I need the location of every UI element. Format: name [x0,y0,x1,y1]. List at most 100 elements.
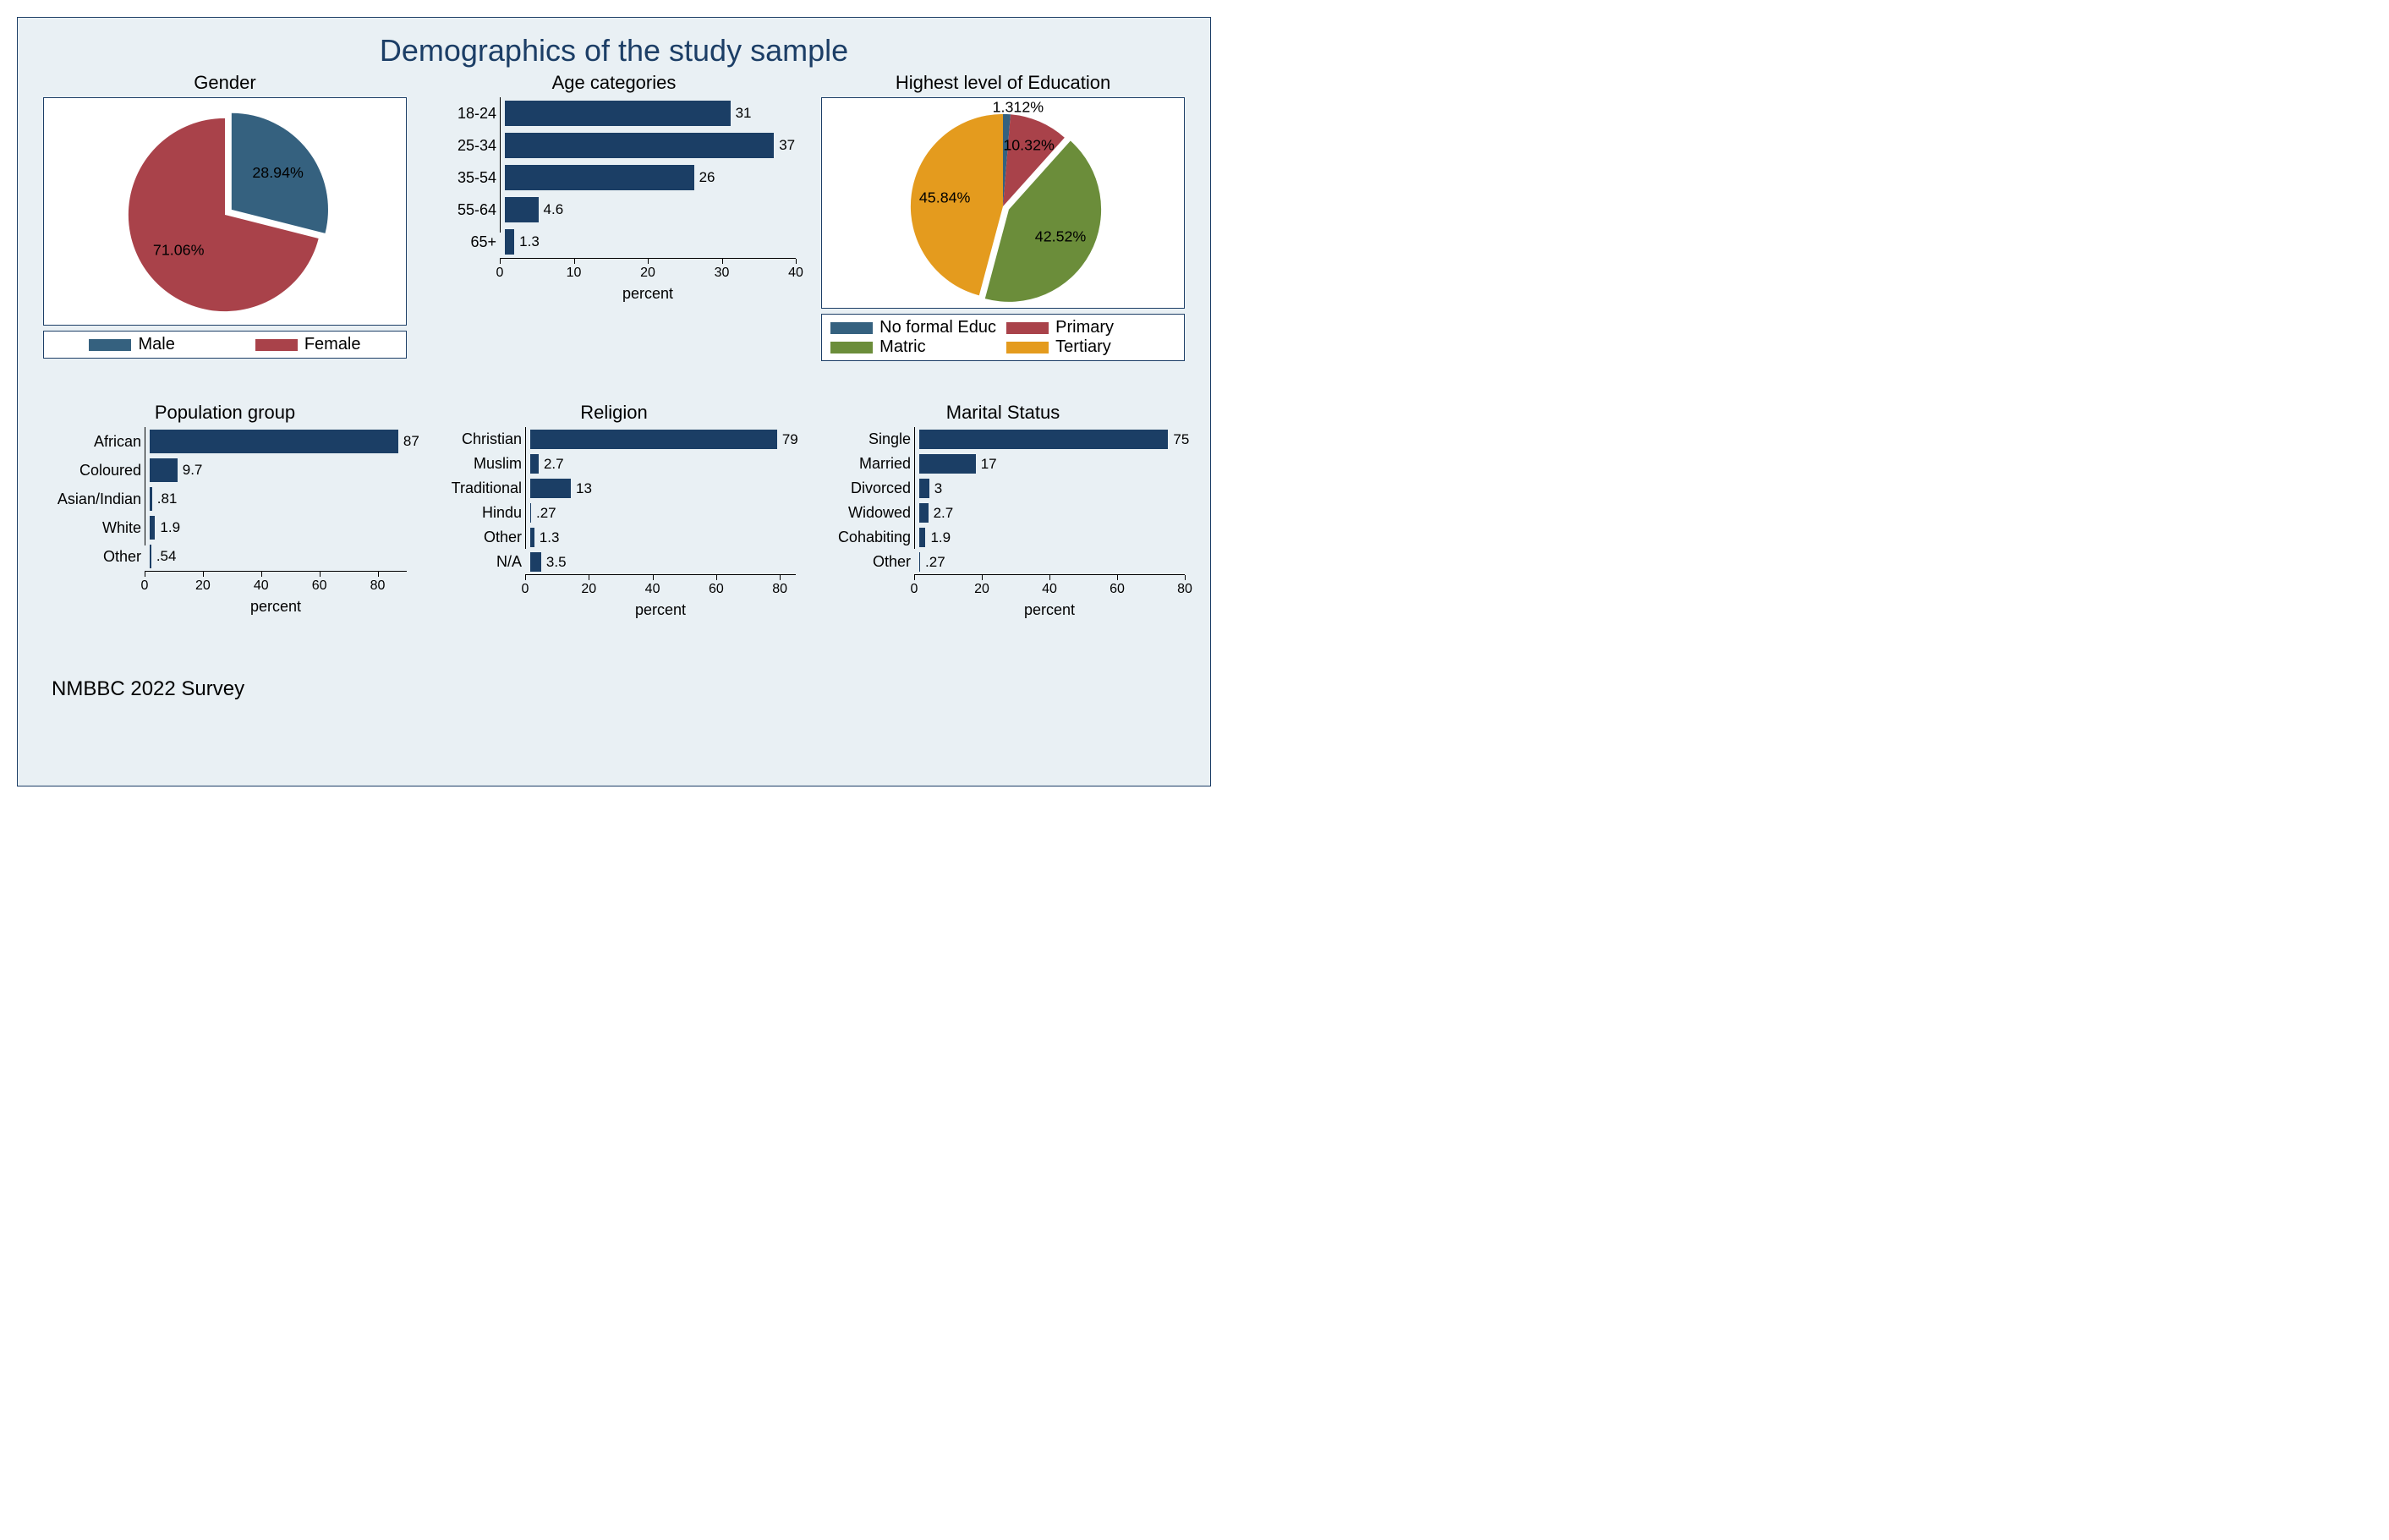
hbar-track: 1.9 [919,525,1185,550]
hbar-row: Coloured 9.7 [43,456,407,485]
hbar-row: Divorced3 [821,476,1185,501]
hbar-row: Cohabiting 1.9 [821,525,1185,550]
legend-item: Female [255,335,361,354]
hbar-row: Christian79 [432,427,796,452]
hbar-category-label: Married [821,455,914,473]
hbar-track: 1.9 [150,513,407,542]
axis-tick-label: 60 [312,578,327,594]
hbar-value-label: 87 [403,433,419,450]
hbar-row: 35-54 26 [432,162,796,194]
hbar-value-label: .27 [536,505,556,522]
pie-slice-label: 42.52% [1035,228,1087,245]
hbar-category-label: Single [821,430,914,448]
hbar-track: 37 [505,129,796,162]
hbar-bar [919,503,929,523]
hbar-value-label: 1.3 [519,233,540,250]
axis-tick-label: 40 [254,578,269,594]
hbar-value-label: 26 [699,169,715,186]
hbar-value-label: 31 [736,105,752,122]
hbar-row: 25-3437 [432,129,796,162]
hbar-bar [505,133,774,158]
hbar-track: .54 [150,542,407,571]
hbar-bar [530,503,531,523]
hbar-bar [530,479,571,498]
religion-hbar-chart: Christian79Muslim2.7Traditional13Hindu.2… [432,427,796,619]
hbar-row: 18-24 31 [432,97,796,129]
panel-marital: Marital Status Single75Married17Divorced… [821,402,1185,664]
hbar-category-label: White [43,519,145,537]
axis-tick [716,575,717,580]
hbar-category-label: 65+ [432,233,500,251]
hbar-value-label: 3.5 [546,554,567,571]
axis-tick-label: 40 [788,266,803,281]
legend-label: Female [304,335,361,354]
axis-tick-label: 80 [370,578,386,594]
figure-footer: NMBBC 2022 Survey [52,677,1193,701]
axis-tick-label: 0 [496,266,504,281]
axis-tick-label: 80 [1177,582,1192,597]
x-axis: 020406080 [525,574,796,600]
x-axis: 020406080 [914,574,1185,600]
hbar-track: 3.5 [530,550,796,574]
axis-tick [500,259,501,264]
hbar-bar [505,165,694,190]
hbar-category-label: Traditional [432,480,525,497]
hbar-category-label: Asian/Indian [43,490,145,508]
figure-title: Demographics of the study sample [35,33,1193,69]
hbar-track: 4.6 [505,194,796,226]
legend-label: No formal Educ [879,318,996,337]
x-axis: 020406080 [145,571,407,596]
gender-legend: Male Female [43,331,407,359]
axis-tick-label: 60 [1110,582,1125,597]
hbar-bar [530,528,534,547]
hbar-category-label: African [43,433,145,451]
hbar-category-label: 35-54 [432,169,500,187]
hbar-category-label: Hindu [432,504,525,522]
hbar-row: Hindu .27 [432,501,796,525]
hbar-category-label: Other [43,548,145,566]
hbar-track: 13 [530,476,796,501]
axis-tick [320,572,321,577]
hbar-track: 1.3 [505,226,796,258]
hbar-category-label: Coloured [43,462,145,480]
hbar-row: White 1.9 [43,513,407,542]
hbar-category-label: Cohabiting [821,529,914,546]
hbar-track: 9.7 [150,456,407,485]
hbar-value-label: 17 [981,456,997,473]
hbar-value-label: 13 [576,480,592,497]
hbar-value-label: .27 [925,554,945,571]
axis-tick-label: 20 [581,582,596,597]
axis-tick [914,575,915,580]
hbar-bar [150,545,151,567]
pie-slice-label: 71.06% [153,241,205,258]
axis-tick-label: 10 [567,266,582,281]
education-pie-box: 1.312%10.32%42.52%45.84% [821,97,1185,309]
hbar-track: 26 [505,162,796,194]
hbar-track: 1.3 [530,525,796,550]
hbar-value-label: 4.6 [544,201,564,218]
hbar-bar [919,528,925,547]
axis-tick-label: 20 [640,266,655,281]
axis-tick [1117,575,1118,580]
hbar-category-label: Widowed [821,504,914,522]
axis-tick [1049,575,1050,580]
legend-swatch [830,342,873,353]
hbar-bar [919,479,929,498]
hbar-category-label: 18-24 [432,105,500,123]
legend-item: Male [89,335,174,354]
hbar-value-label: 1.9 [930,529,951,546]
hbar-value-label: 37 [779,137,795,154]
axis-tick-label: 80 [772,582,787,597]
pie-slice-label: 45.84% [919,189,971,206]
pie-slice-label: 28.94% [252,164,304,181]
hbar-value-label: 1.9 [160,519,180,536]
x-axis: 010203040 [500,258,796,283]
hbar-track: 3 [919,476,1185,501]
hbar-bar [505,197,539,222]
panel-title-population: Population group [43,402,407,424]
hbar-row: Widowed2.7 [821,501,1185,525]
axis-tick-label: 20 [195,578,211,594]
gender-pie-svg: 28.94% 71.06% [44,98,406,325]
x-axis-title: percent [525,601,796,619]
education-legend: No formal EducPrimaryMatricTertiary [821,314,1185,361]
